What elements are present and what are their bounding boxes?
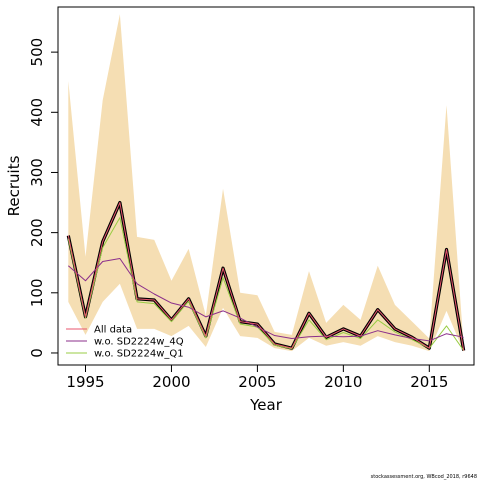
credit-text: stockassessment.org, WBcod_2018, r9648 <box>370 474 477 480</box>
y-tick-label: 300 <box>28 158 46 187</box>
x-tick-label: 2000 <box>152 373 190 391</box>
axes: 1995 2000 2005 2010 2015 0 100 200 300 400 500 Year… <box>5 6 475 414</box>
x-axis-title: Year <box>249 396 283 414</box>
y-tick-label: 200 <box>28 218 46 247</box>
y-tick-label: 100 <box>28 278 46 307</box>
y-tick-label: 500 <box>28 38 46 67</box>
series-line-wo-q1 <box>67 217 465 351</box>
y-tick-label: 0 <box>28 348 46 358</box>
confidence-band <box>68 14 464 352</box>
y-tick-label: 400 <box>28 98 46 127</box>
series-line-wo-4q <box>67 258 464 342</box>
plot-frame <box>57 6 475 366</box>
x-tick-label: 2010 <box>324 373 362 391</box>
plot-area <box>66 14 466 352</box>
y-axis-title: Recruits <box>5 155 23 216</box>
legend-label: All data <box>94 325 132 336</box>
legend-label: w.o. SD2224w_Q1 <box>94 349 184 360</box>
x-tick-label: 2015 <box>410 373 448 391</box>
x-tick-label: 1995 <box>66 373 104 391</box>
legend-label: w.o. SD2224w_4Q <box>94 337 184 348</box>
series-line-all-data <box>67 202 465 351</box>
x-tick-label: 2005 <box>238 373 276 391</box>
